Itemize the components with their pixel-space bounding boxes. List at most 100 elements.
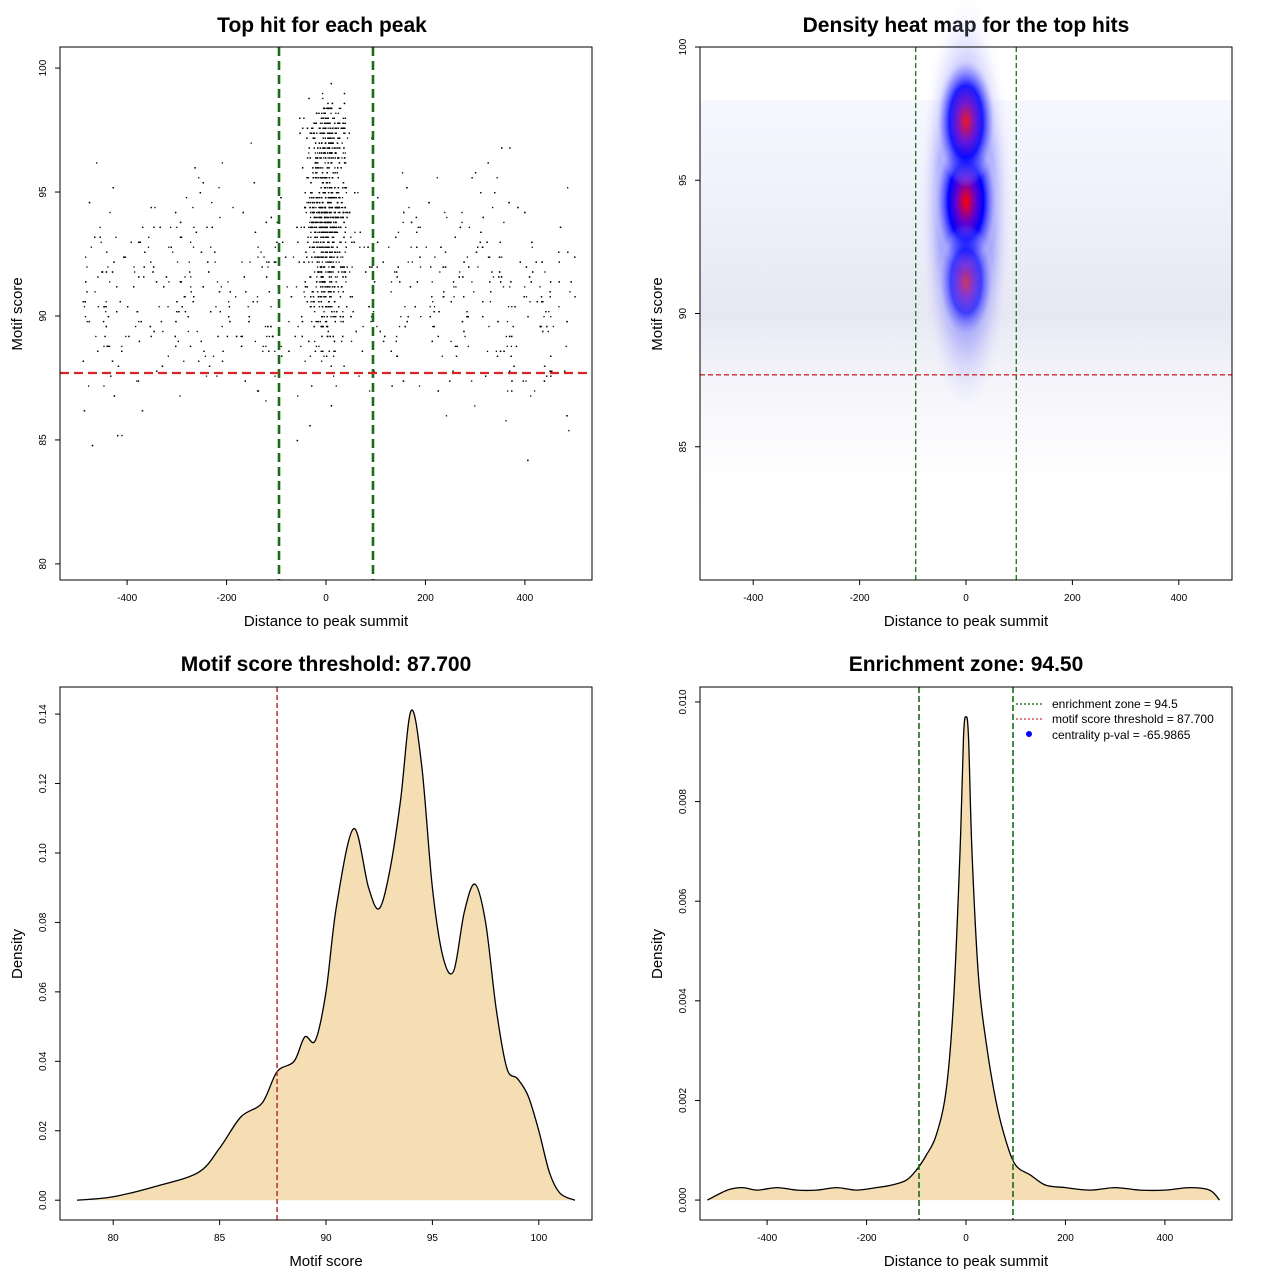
scatter-point <box>344 122 347 124</box>
scatter-point <box>105 271 108 273</box>
scatter-point <box>318 112 320 114</box>
scatter-point <box>309 276 311 278</box>
scatter-point <box>306 286 308 288</box>
scatter-point <box>313 306 315 308</box>
scatter-point <box>320 221 322 224</box>
scatter-point <box>403 211 405 214</box>
scatter-point <box>333 311 335 313</box>
scatter-point <box>313 211 315 214</box>
scatter-point <box>488 256 491 258</box>
scatter-point <box>466 256 468 258</box>
scatter-point <box>390 291 392 293</box>
scatter-point <box>334 276 337 278</box>
scatter-point <box>188 261 190 263</box>
x-tick-label: -400 <box>743 593 763 604</box>
scatter-point <box>286 286 288 288</box>
scatter-point <box>322 137 324 139</box>
scatter-point <box>178 311 180 313</box>
scatter-point <box>149 325 152 328</box>
scatter-point <box>299 117 301 119</box>
scatter-point <box>210 311 212 313</box>
scatter-point <box>95 162 98 164</box>
scatter-point <box>323 107 326 110</box>
scatter-point <box>342 127 344 129</box>
scatter-point <box>309 226 312 229</box>
x-tick-label: 80 <box>108 1233 120 1244</box>
scatter-point <box>320 325 322 328</box>
scatter-point <box>317 241 319 243</box>
scatter-point <box>320 301 322 303</box>
density-area <box>707 716 1220 1201</box>
scatter-point <box>316 221 319 224</box>
scatter-point <box>103 345 105 348</box>
scatter-point <box>217 335 219 338</box>
scatter-point <box>548 311 550 313</box>
scatter-point <box>331 196 333 199</box>
scatter-point <box>329 127 332 129</box>
scatter-point <box>563 370 566 372</box>
scatter-point <box>337 216 339 219</box>
scatter-point <box>309 425 311 427</box>
scatter-point <box>344 231 346 233</box>
scatter-point <box>198 177 200 179</box>
scatter-point <box>117 434 119 437</box>
scatter-point <box>321 315 323 318</box>
scatter-point <box>152 271 154 273</box>
scatter-point <box>338 192 340 194</box>
scatter-point <box>338 122 340 124</box>
scatter-point <box>167 355 169 357</box>
scatter-point <box>346 216 348 219</box>
scatter-point <box>333 226 335 229</box>
scatter-point <box>316 172 318 174</box>
scatter-point <box>240 345 243 348</box>
scatter-point <box>456 345 458 348</box>
scatter-point <box>471 281 473 283</box>
scatter-point <box>466 311 468 313</box>
scatter-point <box>320 251 323 253</box>
scatter-point <box>320 286 322 288</box>
scatter-point <box>103 306 105 308</box>
scatter-point <box>324 117 327 119</box>
scatter-point <box>395 271 398 273</box>
scatter-point <box>331 152 333 154</box>
scatter-point <box>464 335 466 338</box>
scatter-point <box>363 246 365 248</box>
scatter-point <box>523 296 525 298</box>
scatter-point <box>414 306 416 308</box>
scatter-point <box>245 291 247 293</box>
scatter-point <box>335 132 337 134</box>
scatter-point <box>97 276 99 278</box>
scatter-point <box>313 201 315 204</box>
scatter-point <box>270 216 273 219</box>
scatter-point <box>342 182 345 184</box>
scatter-point <box>190 276 192 278</box>
scatter-point <box>527 459 529 462</box>
scatter-point <box>334 157 336 159</box>
scatter-point <box>320 350 323 352</box>
scatter-point <box>325 231 327 233</box>
scatter-point <box>327 301 330 303</box>
scatter-point <box>344 271 346 273</box>
scatter-point <box>305 211 307 214</box>
scatter-point <box>320 216 322 219</box>
scatter-point <box>420 315 422 318</box>
scatter-point <box>204 355 207 357</box>
scatter-point <box>321 335 323 338</box>
x-tick-label: 95 <box>427 1233 439 1244</box>
scatter-point <box>311 261 313 263</box>
legend-label-threshold: motif score threshold = 87.700 <box>1052 712 1214 726</box>
scatter-point <box>334 315 337 318</box>
scatter-point <box>323 211 326 214</box>
scatter-point <box>314 216 316 219</box>
scatter-point <box>333 211 335 214</box>
scatter-point <box>306 301 309 303</box>
scatter-point <box>319 206 321 209</box>
scatter-point <box>260 251 262 253</box>
scatter-point <box>567 251 569 253</box>
scatter-point <box>473 291 475 293</box>
scatter-point <box>445 415 448 417</box>
scatter-point <box>328 221 331 224</box>
x-tick-label: 200 <box>1064 593 1081 604</box>
scatter-point <box>329 221 332 224</box>
scatter-point <box>183 296 186 298</box>
